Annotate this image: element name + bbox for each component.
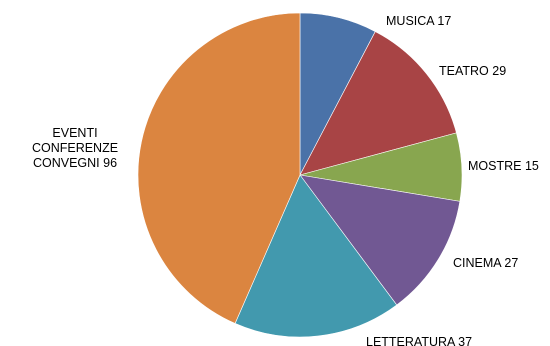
slice-label-1-line-0: TEATRO 29 [439,64,506,78]
slice-label-5-line-0: EVENTI [52,126,97,140]
pie-slices [137,12,463,338]
slice-label-3-line-0: CINEMA 27 [453,256,518,270]
slice-label-0: MUSICA 17 [386,14,451,28]
pie-labels: MUSICA 17 TEATRO 29 MOSTRE 15 CINEMA 27 LETT… [32,14,539,346]
slice-label-3: CINEMA 27 [453,256,518,270]
pie-slice-3 [299,174,461,306]
pie-slice-4 [234,174,398,338]
pie-slice-5 [137,12,301,324]
slice-label-4-line-0: LETTERATURA 37 [366,335,472,346]
slice-label-5-line-1: CONFERENZE [32,141,118,155]
slice-label-2: MOSTRE 15 [468,159,539,173]
pie-slice-1 [299,31,457,176]
slice-label-2-line-0: MOSTRE 15 [468,159,539,173]
slice-label-5: EVENTI CONFERENZE CONVEGNI 96 [32,126,118,170]
slice-label-5-line-2: CONVEGNI 96 [33,156,117,170]
slice-label-4: LETTERATURA 37 [366,335,472,346]
slice-label-0-line-0: MUSICA 17 [386,14,451,28]
slice-label-1: TEATRO 29 [439,64,506,78]
